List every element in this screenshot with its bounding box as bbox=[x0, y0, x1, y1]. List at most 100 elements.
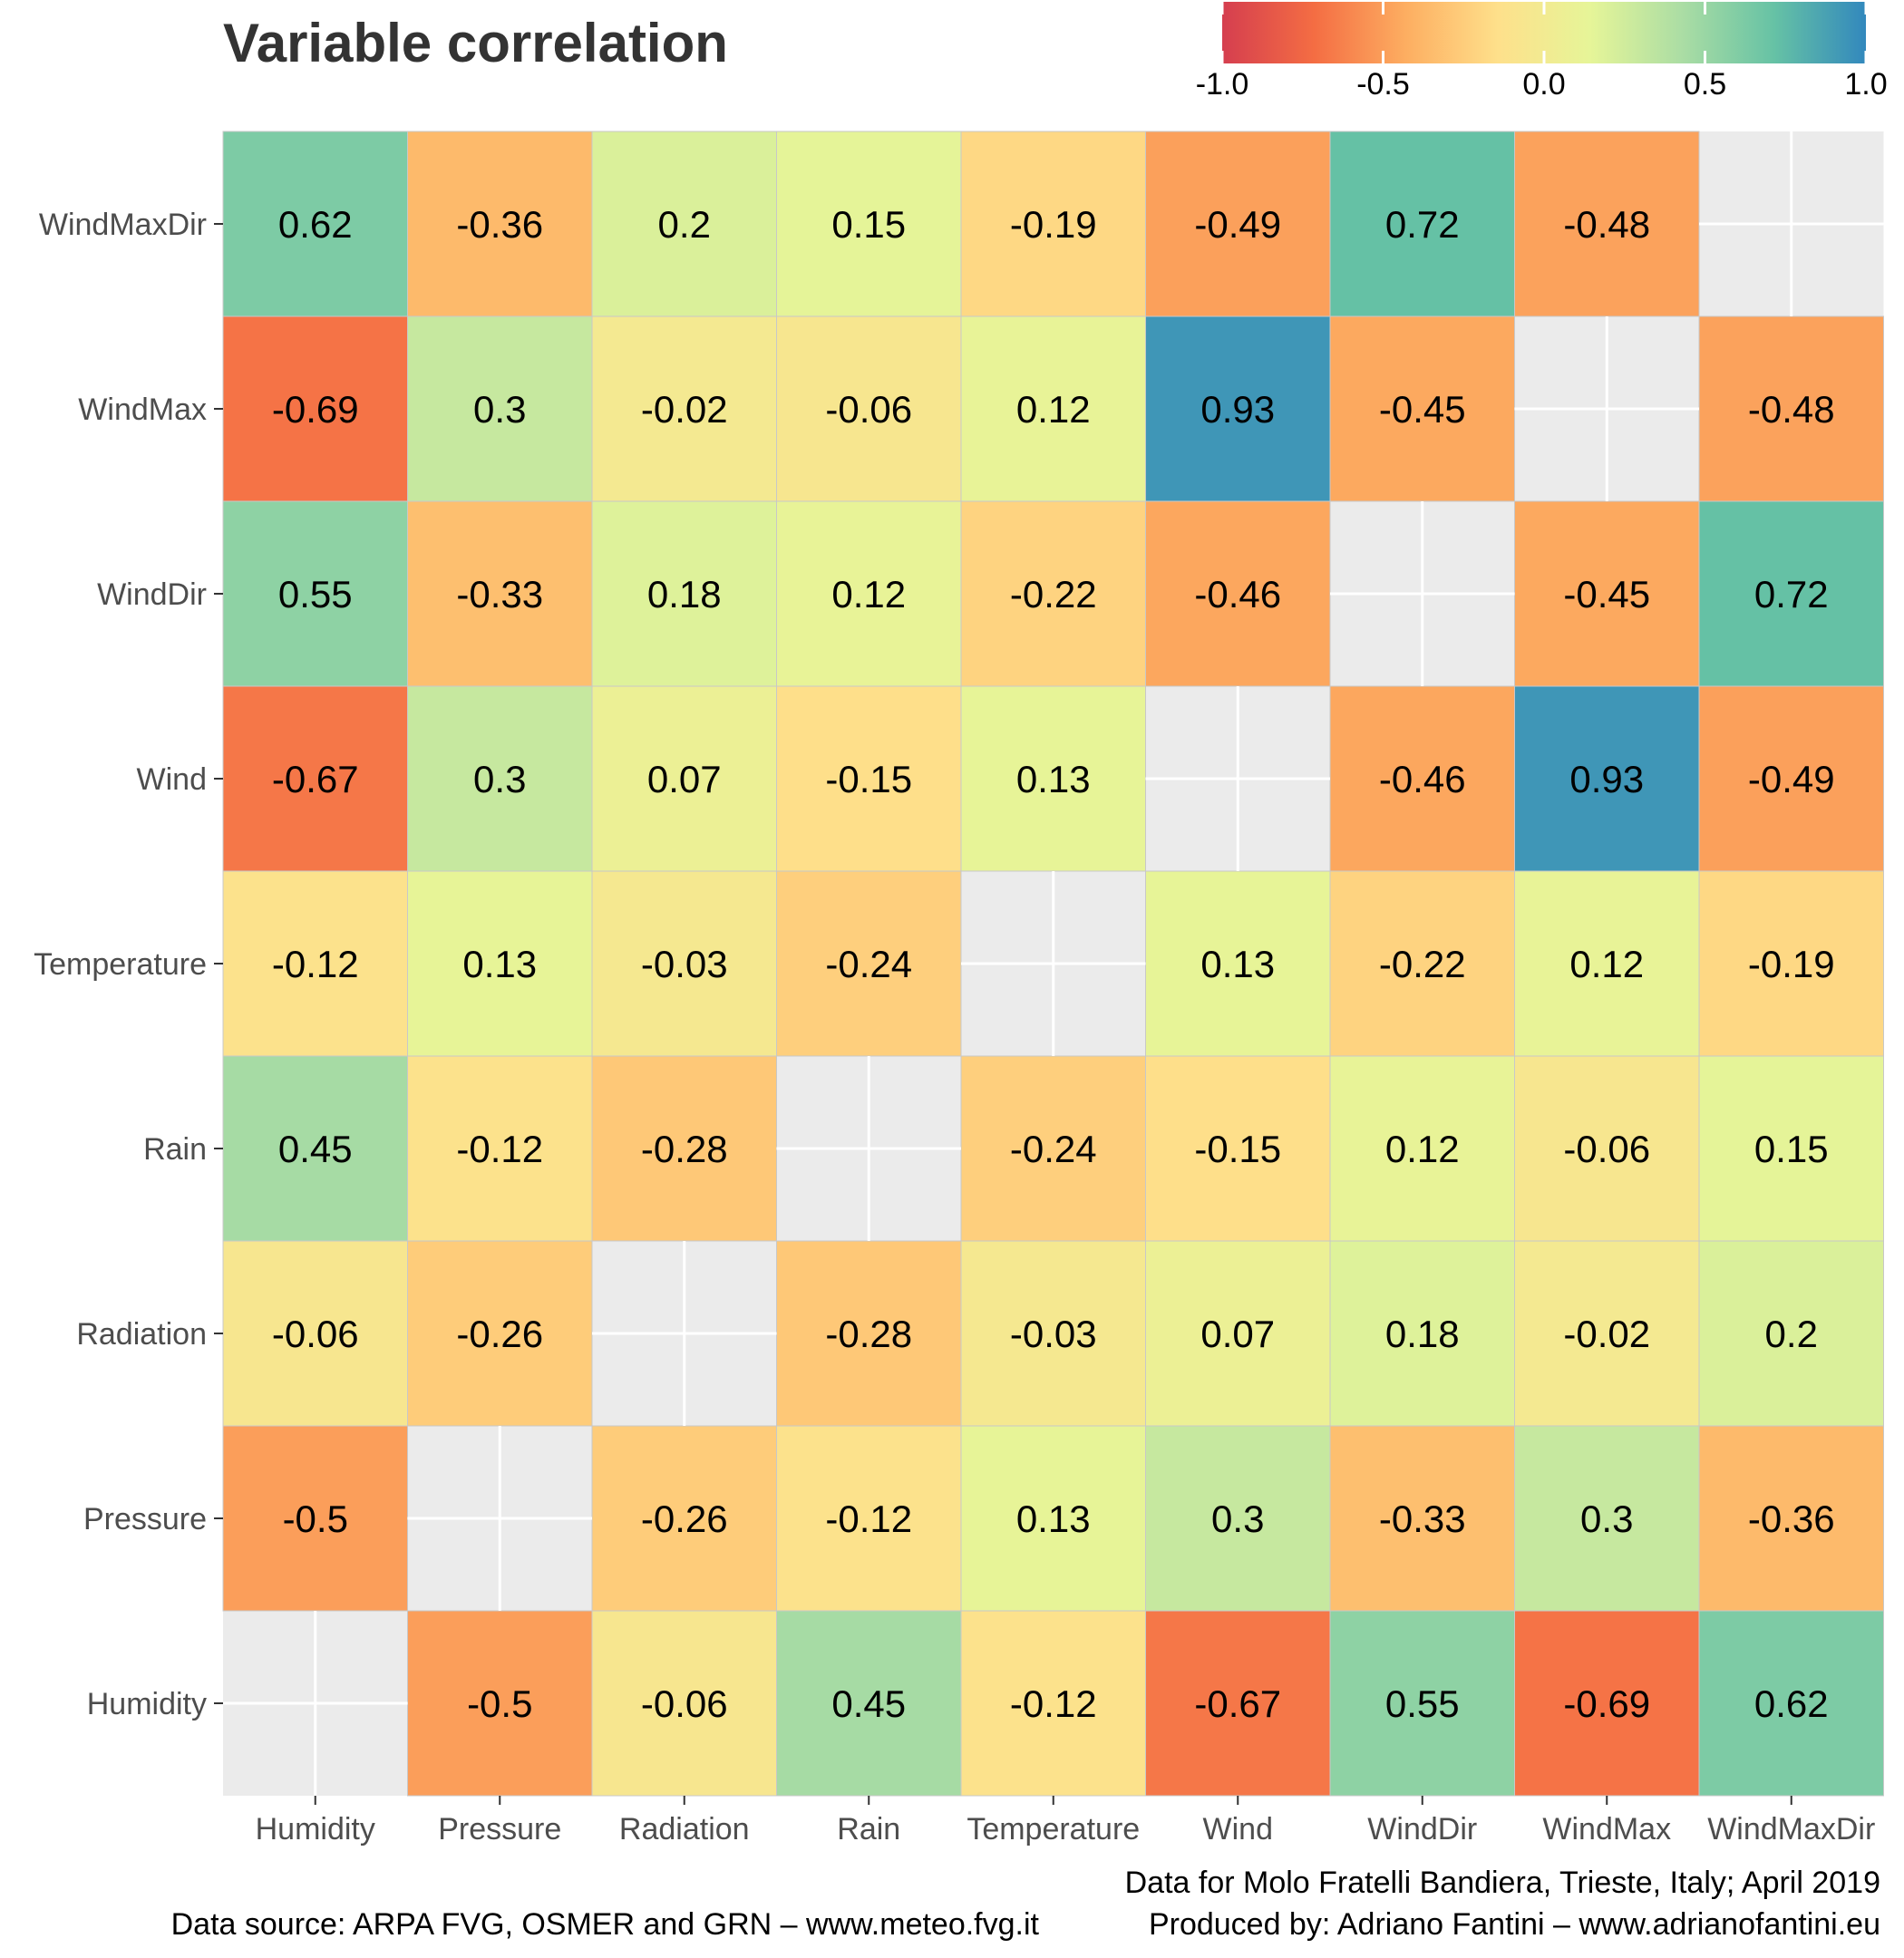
cell-value-label: -0.69 bbox=[1563, 1682, 1650, 1725]
legend-tick-label: 0.5 bbox=[1684, 67, 1726, 102]
x-tick-label: WindDir bbox=[1367, 1812, 1477, 1847]
heatmap-cell-pressure-winddir bbox=[1329, 1425, 1515, 1612]
legend-tick-label: 1.0 bbox=[1844, 67, 1887, 102]
cell-value-label: 0.12 bbox=[1385, 1128, 1460, 1170]
x-tick-label: WindMaxDir bbox=[1707, 1812, 1875, 1847]
heatmap-cell-windmaxdir-pressure bbox=[407, 131, 593, 317]
cell-value-label: 0.62 bbox=[1754, 1682, 1829, 1725]
y-tick-label: Pressure bbox=[83, 1502, 207, 1536]
cell-value-label: -0.12 bbox=[456, 1128, 543, 1170]
cell-value-label: -0.24 bbox=[1010, 1128, 1097, 1170]
caption-data-source: Data source: ARPA FVG, OSMER and GRN – w… bbox=[171, 1907, 1040, 1942]
cell-value-label: -0.02 bbox=[1563, 1313, 1650, 1355]
heatmap-cell-radiation-winddir bbox=[1329, 1240, 1515, 1427]
y-tick-label: Humidity bbox=[87, 1687, 207, 1721]
heatmap-cell-wind-windmaxdir bbox=[1698, 685, 1884, 872]
heatmap-cell-rain-pressure bbox=[407, 1055, 593, 1242]
heatmap-cell-windmaxdir-rain bbox=[776, 131, 962, 317]
heatmap-cell-temperature-radiation bbox=[591, 870, 777, 1057]
heatmap-cell-humidity-temperature bbox=[960, 1610, 1146, 1797]
color-legend: -1.0 -0.5 0.0 0.5 1.0 bbox=[1196, 2, 1888, 102]
heatmap-cell-temperature-windmax bbox=[1514, 870, 1700, 1057]
cell-value-label: -0.5 bbox=[283, 1498, 348, 1540]
cell-value-label: 0.13 bbox=[1016, 1498, 1091, 1540]
x-tick-label: Pressure bbox=[438, 1812, 561, 1847]
cell-value-label: -0.06 bbox=[825, 388, 912, 431]
heatmap-cell-windmax-humidity bbox=[222, 315, 408, 502]
cell-value-label: -0.28 bbox=[825, 1313, 912, 1355]
cell-value-label: 0.3 bbox=[1211, 1498, 1264, 1540]
cell-value-label: 0.18 bbox=[647, 573, 722, 616]
cell-value-label: 0.18 bbox=[1385, 1313, 1460, 1355]
cell-value-label: -0.45 bbox=[1563, 573, 1650, 616]
cell-value-label: 0.72 bbox=[1385, 203, 1460, 246]
heatmap-cell-humidity-winddir bbox=[1329, 1610, 1515, 1797]
cell-value-label: -0.5 bbox=[467, 1682, 532, 1725]
y-tick-label: WindDir bbox=[97, 577, 207, 612]
cell-value-label: -0.06 bbox=[272, 1313, 359, 1355]
heatmap-cell-rain-windmaxdir bbox=[1698, 1055, 1884, 1242]
heatmap-cell-windmax-winddir bbox=[1329, 315, 1515, 502]
cell-value-label: -0.19 bbox=[1010, 203, 1097, 246]
cell-value-label: 0.2 bbox=[658, 203, 711, 246]
heatmap-cell-wind-humidity bbox=[222, 685, 408, 872]
cell-value-label: 0.12 bbox=[831, 573, 906, 616]
heatmap-cell-temperature-pressure bbox=[407, 870, 593, 1057]
captions: Data for Molo Fratelli Bandiera, Trieste… bbox=[171, 1866, 1880, 1942]
cell-value-label: 0.72 bbox=[1754, 573, 1829, 616]
cell-value-label: 0.07 bbox=[1200, 1313, 1275, 1355]
x-tick-label: Wind bbox=[1203, 1812, 1273, 1847]
heatmap-cell-windmax-wind bbox=[1145, 315, 1331, 502]
heatmap-cell-winddir-wind bbox=[1145, 500, 1331, 687]
heatmap-cell-temperature-humidity bbox=[222, 870, 408, 1057]
y-tick-label: WindMaxDir bbox=[39, 208, 207, 242]
cell-value-label: -0.46 bbox=[1194, 573, 1281, 616]
cell-value-label: 0.45 bbox=[278, 1128, 353, 1170]
heatmap-cell-rain-temperature bbox=[960, 1055, 1146, 1242]
y-tick-label: Temperature bbox=[34, 947, 207, 982]
cell-value-label: 0.13 bbox=[1016, 758, 1091, 800]
cell-value-label: 0.07 bbox=[647, 758, 722, 800]
heatmap-cell-pressure-temperature bbox=[960, 1425, 1146, 1612]
cell-value-label: -0.12 bbox=[825, 1498, 912, 1540]
heatmap-cell-winddir-humidity bbox=[222, 500, 408, 687]
cell-value-label: -0.69 bbox=[272, 388, 359, 431]
heatmap-cell-wind-windmax bbox=[1514, 685, 1700, 872]
cell-value-label: -0.12 bbox=[1010, 1682, 1097, 1725]
cell-value-label: 0.55 bbox=[1385, 1682, 1460, 1725]
cell-value-label: 0.2 bbox=[1765, 1313, 1818, 1355]
heatmap-cell-pressure-rain bbox=[776, 1425, 962, 1612]
heatmap-cell-temperature-rain bbox=[776, 870, 962, 1057]
cell-value-label: 0.55 bbox=[278, 573, 353, 616]
heatmap-cell-pressure-wind bbox=[1145, 1425, 1331, 1612]
cell-value-label: -0.28 bbox=[641, 1128, 728, 1170]
cell-value-label: -0.67 bbox=[272, 758, 359, 800]
y-tick-label: Rain bbox=[143, 1132, 207, 1167]
heatmap-cell-humidity-windmax bbox=[1514, 1610, 1700, 1797]
cell-value-label: -0.22 bbox=[1010, 573, 1097, 616]
cell-value-label: -0.15 bbox=[825, 758, 912, 800]
cell-value-label: -0.36 bbox=[1748, 1498, 1835, 1540]
heatmap-cell-temperature-windmaxdir bbox=[1698, 870, 1884, 1057]
cell-value-label: -0.45 bbox=[1379, 388, 1466, 431]
cell-value-label: -0.19 bbox=[1748, 943, 1835, 985]
cell-value-label: -0.06 bbox=[1563, 1128, 1650, 1170]
cell-value-label: -0.24 bbox=[825, 943, 912, 985]
cell-value-label: -0.12 bbox=[272, 943, 359, 985]
cell-value-label: -0.46 bbox=[1379, 758, 1466, 800]
cell-value-label: -0.26 bbox=[641, 1498, 728, 1540]
legend-tick-label: -0.5 bbox=[1356, 67, 1410, 102]
heatmap-cell-windmax-windmaxdir bbox=[1698, 315, 1884, 502]
caption-location: Data for Molo Fratelli Bandiera, Trieste… bbox=[1125, 1866, 1880, 1900]
heatmap-cell-winddir-windmaxdir bbox=[1698, 500, 1884, 687]
heatmap-cell-wind-radiation bbox=[591, 685, 777, 872]
cell-value-label: -0.02 bbox=[641, 388, 728, 431]
heatmap-cell-rain-winddir bbox=[1329, 1055, 1515, 1242]
heatmap-cell-wind-temperature bbox=[960, 685, 1146, 872]
heatmap-cell-rain-windmax bbox=[1514, 1055, 1700, 1242]
heatmap-cell-radiation-wind bbox=[1145, 1240, 1331, 1427]
cell-value-label: -0.26 bbox=[456, 1313, 543, 1355]
heatmap-cell-radiation-humidity bbox=[222, 1240, 408, 1427]
heatmap-cell-pressure-humidity bbox=[222, 1425, 408, 1612]
cell-value-label: -0.49 bbox=[1194, 203, 1281, 246]
